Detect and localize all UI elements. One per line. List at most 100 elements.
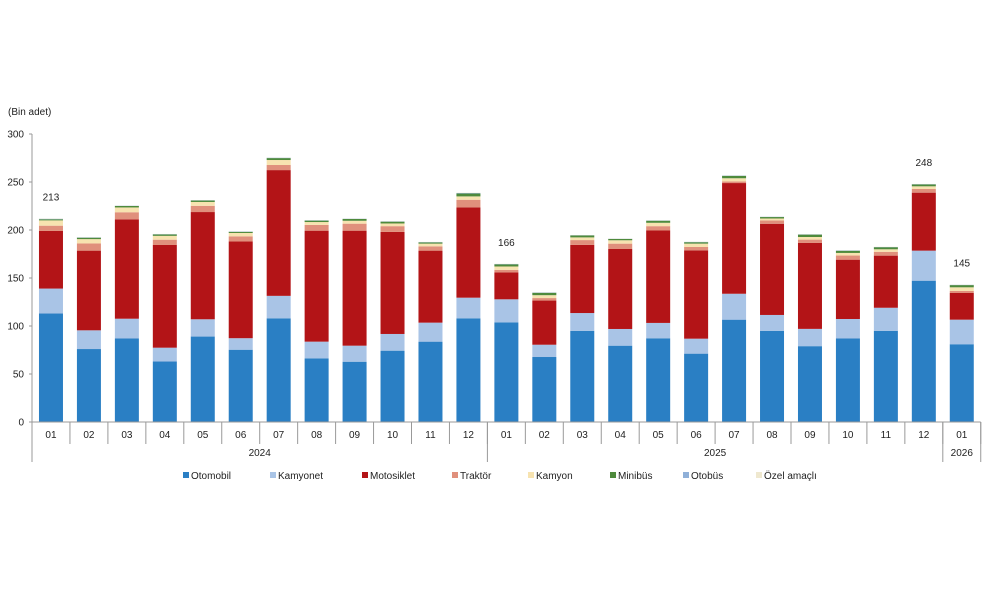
bar-segment-kamyon [418, 243, 443, 247]
legend-swatch [610, 472, 616, 478]
bar-segment-kamyon [835, 252, 860, 256]
bar-segment-kamyon [152, 235, 177, 240]
bar-segment-traktör [797, 239, 822, 243]
bar-segment-minibüs [380, 221, 405, 224]
bar-segment-otomobil [228, 349, 253, 422]
x-axis: 01 02 03 04 05 06 07 08 09 10 11 12 01 02 03 04 05 06 07 08… [31, 421, 982, 462]
bar-segment-otomobil [911, 280, 936, 422]
bar-segment-kamyonet [304, 341, 329, 359]
bar-segment-kamyon [342, 220, 367, 224]
x-tick-label: 12 [918, 430, 930, 441]
bar-segment-otomobil [38, 313, 63, 422]
bar-segment-otomobil [797, 346, 822, 422]
bar-segment-motosiklet [760, 223, 785, 315]
bar-segment-minibüs [418, 242, 443, 244]
total-label: 166 [498, 238, 515, 249]
legend-label: Özel amaçlı [764, 470, 817, 482]
x-tick-label: 03 [121, 430, 133, 441]
bar-segment-minibüs [494, 264, 519, 267]
bar-segment-kamyon [266, 160, 291, 166]
bar-segment-minibüs [722, 175, 747, 179]
bar-segment-kamyonet [228, 338, 253, 350]
legend-swatch [528, 472, 534, 478]
bar-segment-traktör [418, 246, 443, 251]
bar-segment-otomobil [532, 357, 557, 422]
bar-segment-motosiklet [266, 170, 291, 296]
bar-segment-kamyon [684, 243, 709, 247]
bar-segment-otomobil [266, 318, 291, 422]
bar-segment-otomobil [418, 341, 443, 422]
bar-segment-kamyon [532, 295, 557, 299]
bar-segment-minibüs [949, 285, 974, 288]
bar-segment-kamyon [380, 223, 405, 227]
bar-segment-motosiklet [532, 300, 557, 345]
x-tick-label: 10 [387, 430, 399, 441]
bar-segment-motosiklet [835, 259, 860, 319]
bar-segment-traktör [456, 199, 481, 208]
bar-segment-otomobil [190, 336, 215, 422]
bar-segment-minibüs [608, 238, 633, 241]
bar-segment-motosiklet [684, 250, 709, 339]
year-label: 2024 [249, 448, 272, 459]
bar-segment-traktör [949, 290, 974, 293]
bar-segment-traktör [570, 240, 595, 245]
x-tick-label: 08 [766, 430, 778, 441]
bar-segment-motosiklet [304, 230, 329, 342]
bar-segment-minibüs [684, 242, 709, 244]
bar-segment-otomobil [760, 330, 785, 422]
bar-segment-kamyonet [949, 319, 974, 345]
x-tick-label: 09 [804, 430, 816, 441]
bar-segment-motosiklet [342, 230, 367, 346]
bar-segment-traktör [114, 212, 139, 220]
y-tick-label: 200 [7, 226, 24, 237]
bar-segment-otomobil [949, 344, 974, 422]
bar-segment-traktör [532, 298, 557, 301]
bar-segment-traktör [760, 220, 785, 224]
bar-segment-kamyonet [114, 318, 139, 339]
bar-segment-minibüs [228, 231, 253, 233]
bar-segment-motosiklet [38, 230, 63, 289]
x-tick-label: 05 [197, 430, 209, 441]
x-tick-label: 04 [159, 430, 171, 441]
bar-segment-kamyon [304, 222, 329, 225]
x-tick-label: 03 [577, 430, 589, 441]
bar-segment-otomobil [684, 353, 709, 422]
bar-segment-kamyon [911, 186, 936, 190]
legend: Otomobil Kamyonet Motosiklet Traktör Kamyon M… [183, 470, 817, 482]
bar-segment-minibüs [570, 235, 595, 238]
bar-segment-otomobil [152, 361, 177, 422]
bar-segment-traktör [266, 165, 291, 171]
bar-segment-kamyon [646, 222, 671, 227]
x-tick-label: 01 [501, 430, 513, 441]
y-axis: 0 50 100 150 200 250 300 [7, 130, 33, 429]
bar-segment-motosiklet [456, 207, 481, 298]
year-label: 2026 [951, 448, 974, 459]
bar-segment-kamyon [873, 249, 898, 252]
bar-segment-motosiklet [228, 241, 253, 339]
total-label: 248 [915, 158, 932, 169]
bar-segment-kamyon [797, 237, 822, 240]
legend-swatch [183, 472, 189, 478]
bar-segment-otomobil [304, 358, 329, 422]
y-tick-label: 100 [7, 322, 24, 333]
bar-segment-kamyonet [835, 318, 860, 339]
x-tick-label: 11 [425, 430, 436, 441]
bar-segment-otomobil [342, 361, 367, 422]
x-tick-label: 08 [311, 430, 323, 441]
bar-segment-kamyonet [760, 314, 785, 331]
bar-segment-minibüs [911, 184, 936, 187]
bar-segment-motosiklet [114, 219, 139, 319]
bar-segment-kamyon [190, 201, 215, 206]
bar-segment-minibüs [760, 217, 785, 219]
y-tick-label: 300 [7, 130, 24, 141]
bar-segment-motosiklet [380, 231, 405, 334]
y-axis-label: (Bin adet) [8, 107, 51, 118]
y-tick-label: 150 [7, 274, 24, 285]
bar-segment-motosiklet [646, 230, 671, 323]
bar-segment-traktör [873, 251, 898, 256]
x-tick-label: 10 [842, 430, 854, 441]
bar-segment-kamyonet [797, 328, 822, 347]
bar-segment-kamyon [494, 266, 519, 270]
bar-segment-minibüs [456, 193, 481, 197]
